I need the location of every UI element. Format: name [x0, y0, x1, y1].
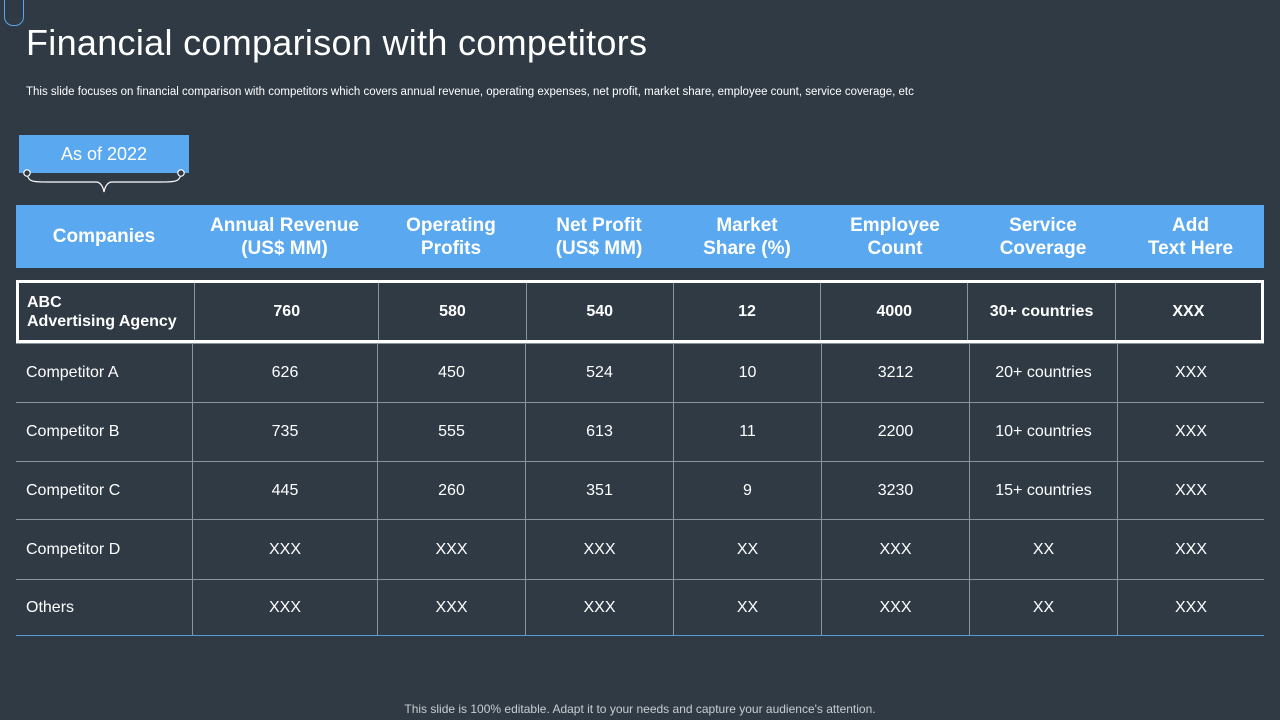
table-cell: 30+ countries	[967, 283, 1114, 340]
as-of-label-box: As of 2022	[19, 135, 189, 173]
table-cell: 10	[673, 344, 821, 402]
company-name-cell: Competitor C	[26, 481, 121, 499]
company-name-cell: Competitor D	[26, 540, 121, 558]
footer-note: This slide is 100% editable. Adapt it to…	[404, 702, 876, 716]
column-header: Add Text Here	[1117, 205, 1264, 268]
column-header-line: Share (%)	[703, 237, 791, 259]
table-cell: XXX	[192, 580, 377, 635]
as-of-label: As of 2022	[60, 143, 148, 164]
company-name-cell: ABC Advertising Agency	[19, 283, 194, 340]
column-header-line: Companies	[52, 226, 156, 247]
column-header-line: Employee	[850, 214, 940, 236]
corner-tab-decoration	[4, 0, 24, 26]
table-cell: 613	[525, 403, 673, 461]
table-cell: XXX	[377, 580, 525, 635]
table-cell: 3230	[821, 462, 969, 519]
slide-subtitle: This slide focuses on financial comparis…	[26, 86, 914, 98]
table-cell: XXX	[525, 580, 673, 635]
table-cell: 3212	[821, 344, 969, 402]
table-row: Competitor C 445 260 351 9 3230 15+ countries X…	[16, 461, 1264, 519]
table-cell: 450	[377, 344, 525, 402]
table-cell: 445	[192, 462, 377, 519]
table-cell: 10+ countries	[969, 403, 1117, 461]
table-cell: 626	[192, 344, 377, 402]
table-row: Others XXX XXX XXX XX XXX XX XXX	[16, 579, 1264, 635]
table-cell: 2200	[821, 403, 969, 461]
table-cell: 20+ countries	[969, 344, 1117, 402]
table-cell: 735	[192, 403, 377, 461]
table-cell: XXX	[821, 520, 969, 579]
table-cell: XXX	[192, 520, 377, 579]
comparison-table-body: ABC Advertising Agency 760 580 540 12 4000 30+ …	[16, 280, 1264, 636]
table-cell: 760	[194, 283, 378, 340]
company-name-cell: Competitor A	[26, 364, 119, 381]
table-cell: 4000	[820, 283, 967, 340]
table-cell: 260	[377, 462, 525, 519]
table-cell: 540	[525, 283, 673, 340]
company-name-cell: Competitor B	[26, 423, 120, 440]
table-cell: XXX	[525, 520, 673, 579]
table-cell: XXX	[1117, 462, 1264, 519]
table-row-highlight: ABC Advertising Agency 760 580 540 12 4000 30+ …	[16, 280, 1264, 343]
table-cell: 11	[673, 403, 821, 461]
table-cell: XXX	[1117, 403, 1264, 461]
table-cell: XX	[673, 580, 821, 635]
column-header-line: Annual Revenue	[210, 214, 359, 236]
column-header-line: Operating	[406, 214, 496, 236]
column-header: Employee Count	[821, 205, 969, 268]
column-header-line: Count	[867, 237, 923, 259]
table-cell: XXX	[821, 580, 969, 635]
column-header-line: Add	[1172, 214, 1209, 236]
table-cell: XX	[969, 580, 1117, 635]
column-header: Service Coverage	[969, 205, 1117, 268]
company-name-cell: Others	[26, 598, 75, 616]
table-row: Competitor B 735 555 613 11 2200 10+ countries…	[16, 402, 1264, 461]
table-cell: XX	[969, 520, 1117, 579]
table-cell: XXX	[1117, 344, 1264, 402]
column-header-line: Net Profit	[556, 214, 642, 236]
table-cell: XXX	[1117, 580, 1264, 635]
column-header-line: (US$ MM)	[555, 237, 643, 259]
table-row: Competitor D XXX XXX XXX XX XXX XX XXX	[16, 519, 1264, 579]
column-header-line: Service	[1009, 214, 1077, 236]
table-cell: XXX	[1117, 520, 1264, 579]
table-cell: 12	[672, 283, 820, 340]
slide-title: Financial comparison with competitors	[26, 22, 648, 63]
company-name-line: ABC	[27, 293, 62, 311]
table-cell: 524	[525, 344, 673, 402]
table-cell: XXX	[1114, 283, 1261, 340]
column-header: Companies	[16, 205, 192, 268]
column-header: Operating Profits	[377, 205, 525, 268]
table-header: Companies Annual Revenue (US$ MM) Operating…	[16, 205, 1264, 268]
column-header-line: Market	[716, 214, 778, 236]
table-row: Competitor A 626 450 524 10 3212 20+ countries…	[16, 343, 1264, 402]
column-header: Net Profit (US$ MM)	[525, 205, 673, 268]
table-cell: 555	[377, 403, 525, 461]
brace-connector-icon	[23, 169, 185, 193]
column-header: Market Share (%)	[673, 205, 821, 268]
table-cell: 580	[378, 283, 525, 340]
table-cell: 351	[525, 462, 673, 519]
column-header: Annual Revenue (US$ MM)	[192, 205, 377, 268]
table-cell: XX	[673, 520, 821, 579]
table-cell: XXX	[377, 520, 525, 579]
column-header-line: Coverage	[999, 237, 1087, 259]
column-header-line: Profits	[420, 237, 482, 259]
column-header-line: (US$ MM)	[241, 237, 328, 259]
company-name-line: Advertising Agency	[27, 312, 177, 330]
column-header-line: Text Here	[1147, 237, 1234, 259]
table-cell: 15+ countries	[969, 462, 1117, 519]
table-cell: 9	[673, 462, 821, 519]
